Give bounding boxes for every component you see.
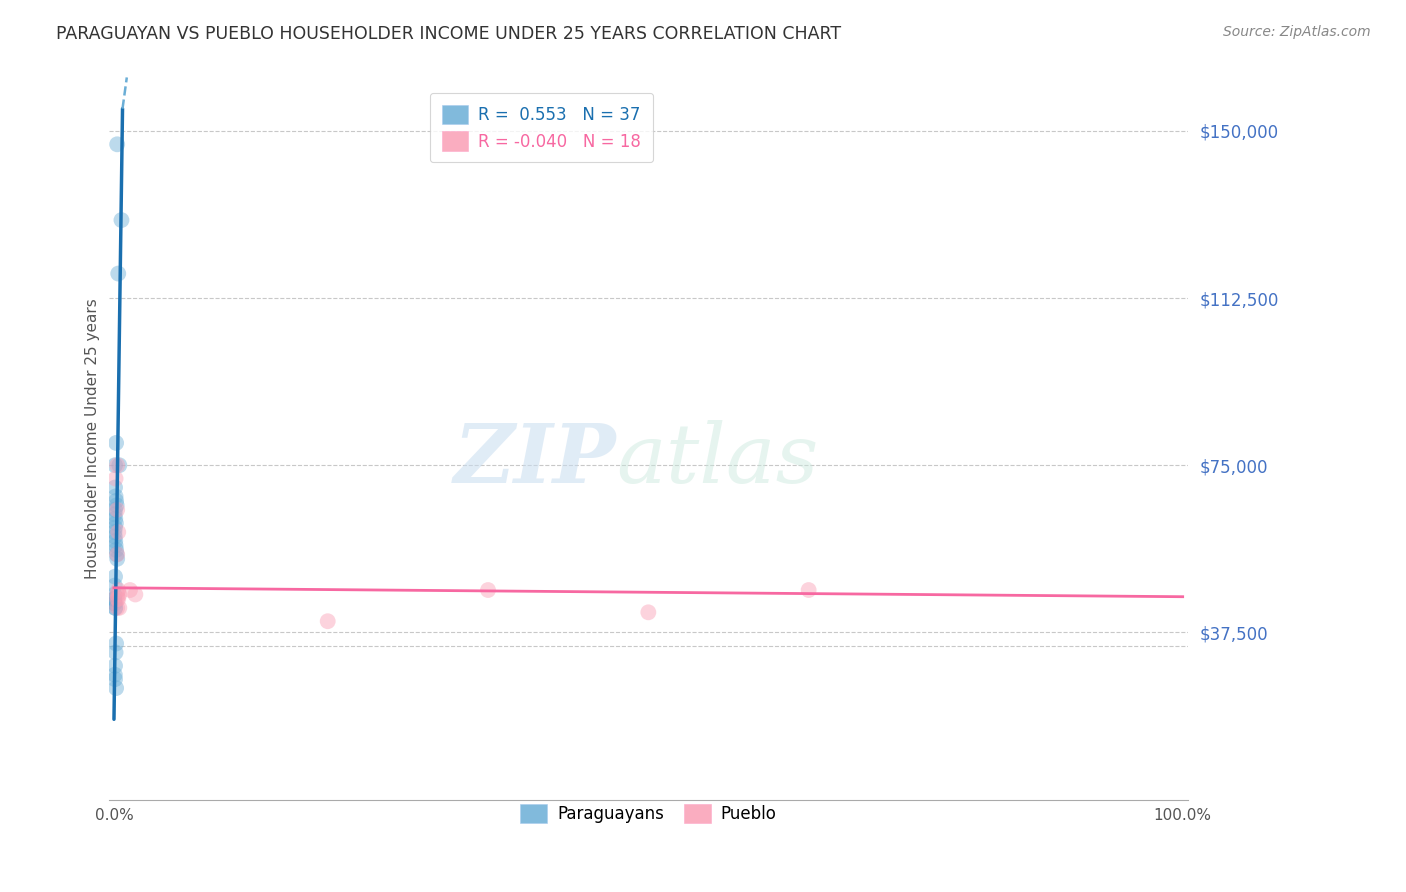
Point xyxy=(104,534,127,549)
Point xyxy=(104,600,127,615)
Point xyxy=(103,591,125,606)
Point xyxy=(104,569,127,583)
Point xyxy=(104,672,127,686)
Point xyxy=(105,587,128,601)
Point xyxy=(107,525,129,540)
Point xyxy=(105,591,128,606)
Point xyxy=(105,436,128,450)
Point xyxy=(104,481,127,495)
Point xyxy=(105,137,128,152)
Point xyxy=(105,547,128,561)
Point xyxy=(104,521,127,535)
Point xyxy=(105,494,128,508)
Point xyxy=(107,267,129,281)
Point xyxy=(108,587,131,601)
Point xyxy=(108,458,131,473)
Point xyxy=(104,596,127,610)
Point xyxy=(316,614,339,628)
Point xyxy=(107,591,129,606)
Point xyxy=(105,547,128,561)
Text: Source: ZipAtlas.com: Source: ZipAtlas.com xyxy=(1223,25,1371,39)
Point xyxy=(107,582,129,597)
Point xyxy=(105,681,128,695)
Point xyxy=(105,499,128,513)
Text: ZIP: ZIP xyxy=(453,420,616,500)
Point xyxy=(104,472,127,486)
Point xyxy=(104,578,127,592)
Point xyxy=(118,582,141,597)
Point xyxy=(637,605,659,619)
Text: atlas: atlas xyxy=(616,420,818,500)
Point xyxy=(108,600,131,615)
Point xyxy=(104,458,127,473)
Text: PARAGUAYAN VS PUEBLO HOUSEHOLDER INCOME UNDER 25 YEARS CORRELATION CHART: PARAGUAYAN VS PUEBLO HOUSEHOLDER INCOME … xyxy=(56,25,841,43)
Point xyxy=(477,582,499,597)
Point xyxy=(104,667,127,681)
Point xyxy=(105,458,128,473)
Point xyxy=(105,600,128,615)
Point xyxy=(105,503,128,517)
Point xyxy=(104,503,127,517)
Point xyxy=(104,508,127,522)
Point xyxy=(104,530,127,544)
Y-axis label: Householder Income Under 25 years: Householder Income Under 25 years xyxy=(86,298,100,579)
Point xyxy=(105,551,128,566)
Point xyxy=(105,542,128,557)
Point xyxy=(124,587,146,601)
Point xyxy=(797,582,820,597)
Point xyxy=(104,645,127,659)
Point xyxy=(104,538,127,552)
Point xyxy=(104,600,127,615)
Point xyxy=(105,636,128,650)
Point xyxy=(103,525,125,540)
Point xyxy=(103,591,125,606)
Point xyxy=(104,596,127,610)
Point xyxy=(110,213,132,227)
Point xyxy=(104,516,127,531)
Point xyxy=(104,490,127,504)
Point xyxy=(103,587,125,601)
Point xyxy=(104,658,127,673)
Point xyxy=(104,512,127,526)
Legend: Paraguayans, Pueblo: Paraguayans, Pueblo xyxy=(509,792,787,835)
